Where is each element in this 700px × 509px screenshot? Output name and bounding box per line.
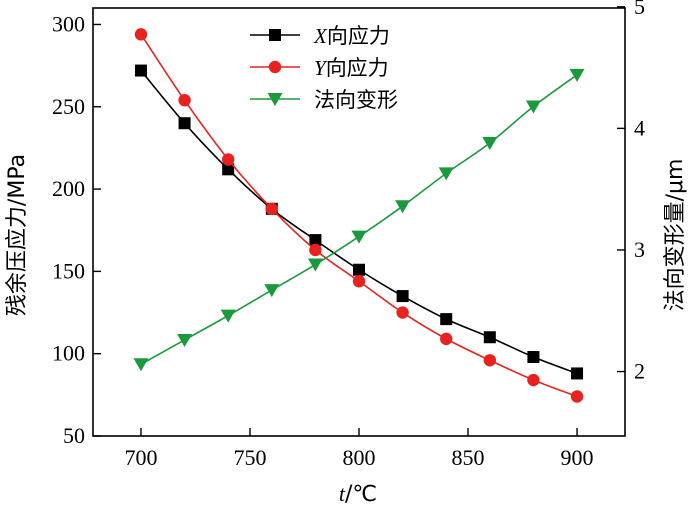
series-1-point <box>134 64 147 77</box>
legend-label-text: 向应力 <box>327 24 390 48</box>
y-right-tick-label: 4 <box>634 115 645 140</box>
series-1-point <box>571 367 584 380</box>
y-left-tick-label: 300 <box>52 11 85 36</box>
series-3-point <box>569 68 585 82</box>
series-3-line <box>140 74 578 365</box>
x-tick-label: 850 <box>452 445 485 470</box>
series-layer <box>133 28 585 403</box>
series-2 <box>134 28 584 403</box>
legend-label-var: X <box>313 24 328 48</box>
y-right-tick-label: 3 <box>634 237 645 262</box>
y-right-tick-label: 5 <box>634 0 645 19</box>
series-1-point <box>396 290 409 303</box>
series-1-point <box>440 313 453 326</box>
series-3 <box>133 68 585 372</box>
legend-marker <box>268 60 282 74</box>
series-3-point <box>525 100 541 114</box>
series-2-point <box>134 28 148 41</box>
x-tick-label: 900 <box>561 445 594 470</box>
series-1-point <box>309 234 322 247</box>
series-3-point <box>133 358 149 372</box>
y-left-tick-label: 250 <box>52 94 85 119</box>
series-1-point <box>527 350 540 363</box>
axis-ticks <box>93 6 625 437</box>
tick-labels: 700 750 800 850 900 50 100 150 200 250 300 2 3 4 5 <box>52 0 645 470</box>
legend-entry-3: 法向变形 <box>250 88 398 112</box>
legend-label: 法向变形 <box>314 88 398 112</box>
legend-label-text: 向应力 <box>326 56 389 80</box>
x-axis-label-unit: /℃ <box>345 482 377 507</box>
series-3-point <box>264 284 280 298</box>
series-3-point <box>395 200 411 214</box>
series-2-point <box>440 332 453 346</box>
x-tick-label: 750 <box>233 445 266 470</box>
x-tick-label: 800 <box>343 445 376 470</box>
series-3-point <box>177 333 193 347</box>
series-1-point <box>222 163 235 176</box>
x-axis-label-var: t <box>339 481 346 506</box>
series-2-point <box>265 202 278 216</box>
y-axis-left-label: 残余压应力/MPa <box>5 154 30 316</box>
series-2-point <box>527 373 540 387</box>
x-axis-label: t/℃ <box>339 481 377 507</box>
series-1-point <box>178 117 191 130</box>
series-1-point <box>353 263 365 276</box>
series-2-point <box>221 153 235 166</box>
series-3-point <box>220 309 236 323</box>
legend-label-text: 法向变形 <box>314 88 398 112</box>
series-2-point <box>178 93 191 107</box>
series-2-point <box>570 390 584 403</box>
legend-label: Y向应力 <box>314 56 389 80</box>
legend-marker <box>269 29 281 41</box>
y-left-tick-label: 100 <box>52 341 85 366</box>
x-tick-label: 700 <box>124 445 157 470</box>
series-2-point <box>483 354 497 367</box>
y-right-tick-label: 2 <box>634 359 645 384</box>
series-3-point <box>482 136 498 150</box>
legend-marker <box>267 93 283 106</box>
y-left-tick-label: 50 <box>63 423 85 448</box>
legend-label-var: Y <box>314 56 328 80</box>
series-2-point <box>396 306 409 319</box>
y-axis-right-label: 法向变形量/μm <box>663 159 688 312</box>
y-left-tick-label: 150 <box>52 258 85 283</box>
series-3-point <box>351 230 367 244</box>
legend-entry-2: Y向应力 <box>250 56 389 80</box>
legend-entry-1: X向应力 <box>250 24 390 48</box>
series-3-point <box>438 167 454 181</box>
series-2-point <box>309 243 322 257</box>
series-1-point <box>483 331 496 344</box>
series-3-point <box>307 258 323 272</box>
legend-label: X向应力 <box>313 24 390 48</box>
series-2-point <box>352 275 366 288</box>
y-left-tick-label: 200 <box>52 176 85 201</box>
